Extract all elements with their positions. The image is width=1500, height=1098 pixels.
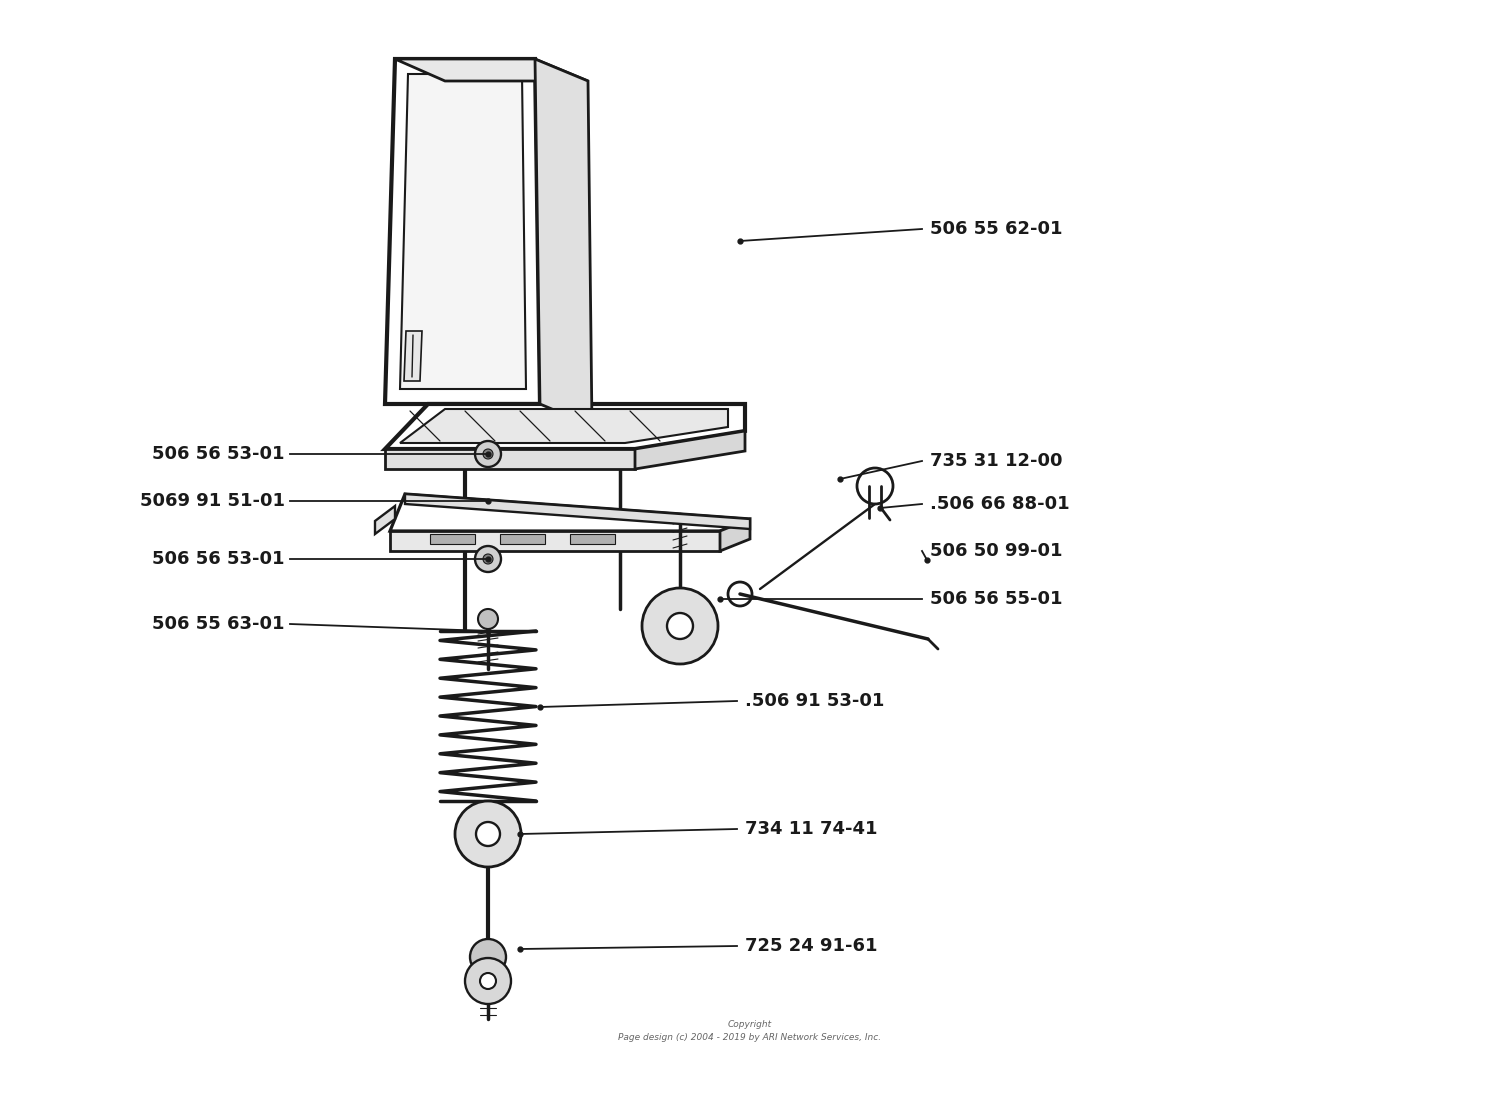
Polygon shape (634, 432, 746, 469)
Text: 506 56 55-01: 506 56 55-01 (930, 590, 1062, 608)
Polygon shape (500, 534, 544, 544)
Circle shape (476, 546, 501, 572)
Polygon shape (400, 408, 728, 442)
Polygon shape (405, 494, 750, 529)
Text: 734 11 74-41: 734 11 74-41 (746, 820, 878, 838)
Polygon shape (720, 519, 750, 551)
Polygon shape (386, 404, 746, 449)
Circle shape (480, 973, 496, 989)
Polygon shape (386, 449, 634, 469)
Text: 506 55 62-01: 506 55 62-01 (930, 220, 1062, 238)
Text: 506 56 53-01: 506 56 53-01 (153, 550, 285, 568)
Polygon shape (400, 74, 526, 389)
Polygon shape (390, 494, 750, 531)
Circle shape (454, 802, 520, 867)
Text: 506 56 53-01: 506 56 53-01 (153, 445, 285, 463)
Polygon shape (570, 534, 615, 544)
Polygon shape (404, 330, 422, 381)
Circle shape (668, 613, 693, 639)
Polygon shape (536, 59, 592, 426)
Circle shape (476, 441, 501, 467)
Circle shape (476, 822, 500, 845)
Text: 5069 91 51-01: 5069 91 51-01 (140, 492, 285, 509)
Polygon shape (375, 506, 394, 534)
Polygon shape (386, 59, 540, 404)
Polygon shape (390, 531, 720, 551)
Text: 735 31 12-00: 735 31 12-00 (930, 452, 1062, 470)
Text: 725 24 91-61: 725 24 91-61 (746, 937, 878, 955)
Circle shape (465, 957, 512, 1004)
Text: 506 55 63-01: 506 55 63-01 (153, 615, 285, 634)
Polygon shape (430, 534, 476, 544)
Circle shape (470, 939, 506, 975)
Text: .506 91 53-01: .506 91 53-01 (746, 692, 885, 710)
Circle shape (478, 609, 498, 629)
Circle shape (483, 554, 494, 564)
Text: .506 66 88-01: .506 66 88-01 (930, 495, 1070, 513)
Text: 506 50 99-01: 506 50 99-01 (930, 542, 1062, 560)
Text: Copyright
Page design (c) 2004 - 2019 by ARI Network Services, Inc.: Copyright Page design (c) 2004 - 2019 by… (618, 1020, 882, 1042)
Circle shape (642, 589, 718, 664)
Circle shape (483, 449, 494, 459)
Polygon shape (394, 59, 588, 81)
